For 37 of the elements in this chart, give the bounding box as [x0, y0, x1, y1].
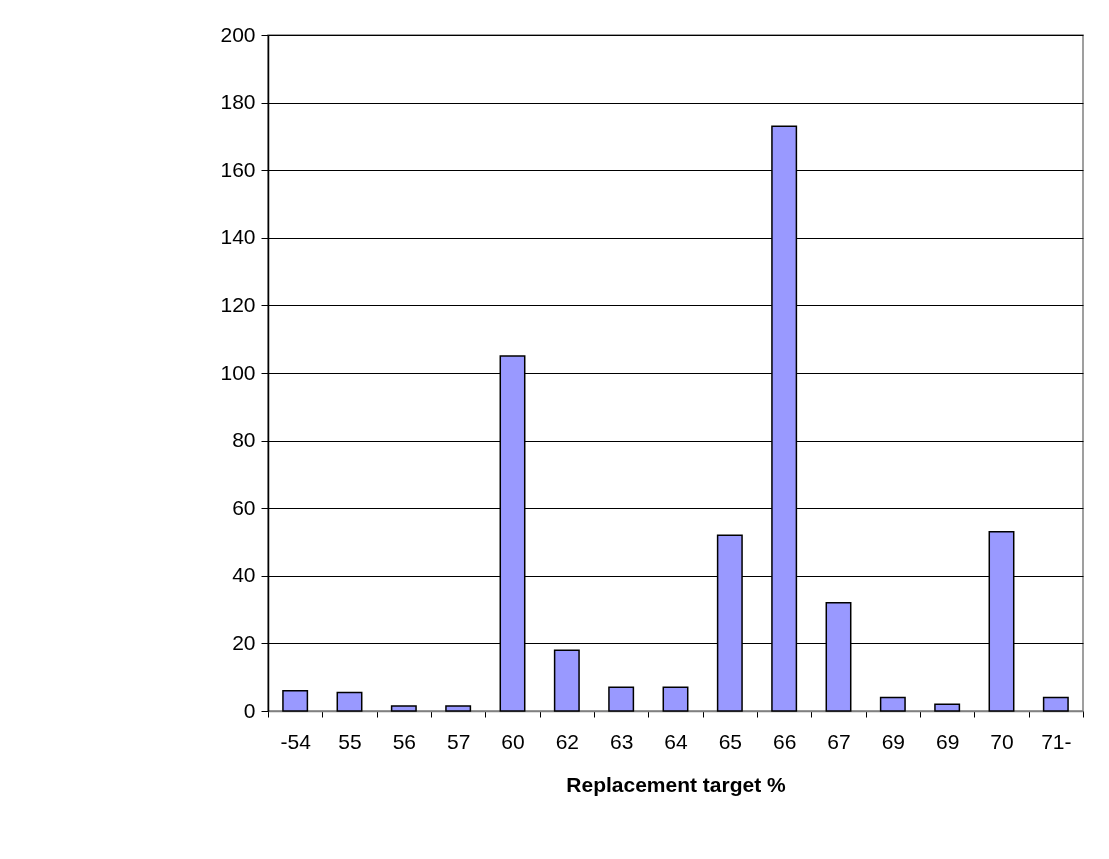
x-tick-label: 66 — [772, 729, 797, 753]
y-tick-label: 20 — [232, 630, 256, 654]
bar — [282, 689, 309, 712]
x-tick-label: 64 — [664, 729, 688, 753]
x-tick-label: 60 — [501, 729, 525, 753]
x-tick-label: 69 — [935, 729, 960, 753]
y-tick-label: 60 — [232, 495, 256, 519]
x-tick-label: 69 — [881, 729, 906, 753]
y-tick-label: 140 — [220, 225, 256, 249]
y-tick-label: 0 — [243, 698, 256, 722]
x-tick-label: -54 — [280, 729, 312, 753]
bar — [445, 705, 472, 712]
x-tick-label: 70 — [990, 729, 1014, 753]
bar — [934, 703, 961, 712]
x-axis-title: Replacement target % — [566, 772, 787, 796]
bar — [390, 705, 417, 712]
y-tick-label: 160 — [220, 157, 256, 181]
x-tick-label: 55 — [338, 729, 362, 753]
y-tick-label: 200 — [220, 22, 256, 46]
bar — [608, 686, 635, 712]
x-tick-label: 62 — [555, 729, 580, 753]
bar — [336, 691, 363, 712]
y-tick-label: 120 — [220, 292, 256, 316]
bar — [553, 649, 580, 712]
y-tick-label: 100 — [220, 360, 256, 384]
bar — [879, 696, 906, 712]
y-tick-label: 40 — [232, 563, 256, 587]
x-tick-label: 63 — [609, 729, 634, 753]
y-tick-label: 80 — [232, 428, 256, 452]
x-tick-label: 67 — [827, 729, 851, 753]
bar — [662, 686, 689, 712]
x-tick-label: 56 — [392, 729, 417, 753]
bar — [1042, 696, 1069, 712]
x-tick-label: 71- — [1041, 729, 1072, 753]
x-tick-label: 65 — [718, 729, 743, 753]
y-tick-label: 180 — [220, 90, 256, 114]
x-tick-label: 57 — [446, 729, 471, 753]
